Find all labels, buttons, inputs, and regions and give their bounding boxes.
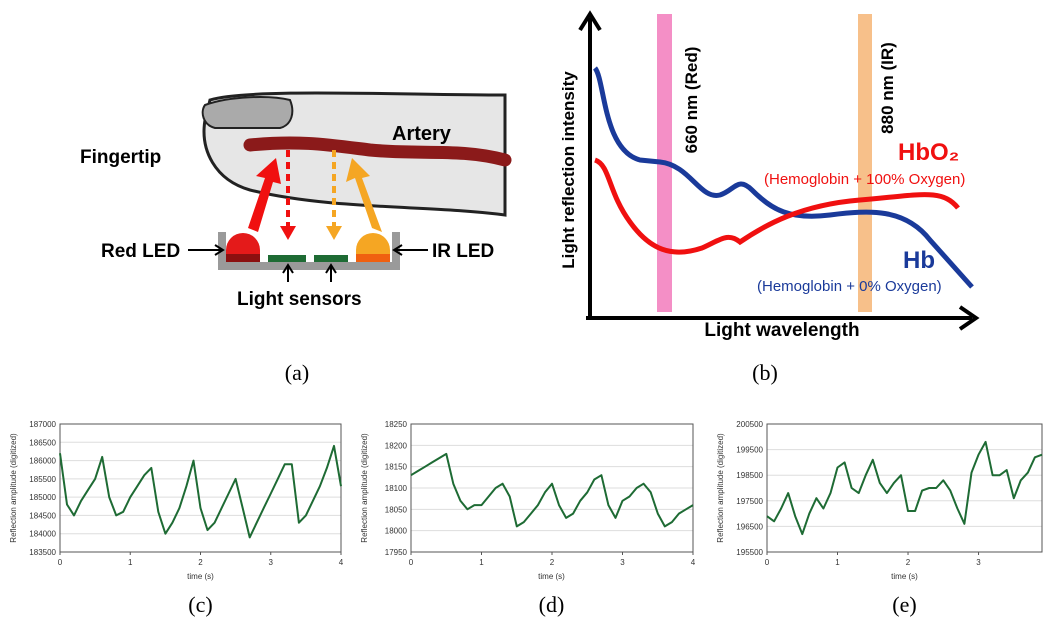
x-tick-label: 4 (691, 558, 696, 567)
x-tick-label: 3 (976, 558, 981, 567)
sensor (314, 255, 348, 262)
axis-label: Light reflection intensity (559, 71, 578, 269)
caption: (e) (892, 592, 916, 617)
caption: (d) (539, 592, 565, 617)
caption: (c) (188, 592, 212, 617)
band-label: 660 nm (Red) (682, 47, 701, 154)
line-series (59, 444, 342, 539)
arrow-ir (346, 158, 382, 232)
hbo2-curve (593, 157, 960, 255)
y-tick-label: 18100 (385, 484, 408, 493)
pointer (325, 263, 337, 282)
y-axis-label: Reflection amplitude (digitized) (716, 433, 725, 543)
x-tick-label: 0 (765, 558, 770, 567)
label: Light sensors (237, 289, 362, 310)
finger-diagram: Fingertip Artery Red LED IR LED Light se… (80, 91, 512, 385)
y-tick-label: 196500 (736, 522, 763, 531)
curve-label: HbO₂ (898, 139, 959, 166)
y-tick-label: 184500 (29, 511, 56, 520)
band-label: 880 nm (IR) (878, 42, 897, 134)
x-axis (586, 305, 980, 331)
arrow-red (248, 158, 281, 232)
y-axis-label: Reflection amplitude (digitized) (360, 433, 369, 543)
y-tick-label: 185500 (29, 475, 56, 484)
y-tick-label: 18200 (385, 441, 408, 450)
x-axis-label: time (s) (538, 572, 565, 581)
ir-led-base (356, 254, 390, 262)
y-tick-label: 198500 (736, 471, 763, 480)
curve-note: (Hemoglobin + 100% Oxygen) (764, 171, 965, 188)
x-axis-label: time (s) (187, 572, 214, 581)
label: Red LED (101, 241, 180, 262)
pointer (282, 263, 294, 282)
y-tick-label: 200500 (736, 420, 763, 429)
sensor (268, 255, 306, 262)
caption: (b) (752, 360, 778, 385)
line-series (410, 452, 694, 528)
y-tick-label: 195500 (736, 548, 763, 557)
y-axis (578, 10, 602, 320)
y-tick-label: 187000 (29, 420, 56, 429)
caption: (a) (285, 360, 309, 385)
label: Artery (392, 123, 452, 145)
x-tick-label: 1 (128, 558, 133, 567)
hb-curve (592, 66, 974, 289)
x-tick-label: 3 (269, 558, 274, 567)
x-tick-label: 2 (550, 558, 555, 567)
arrow-head (280, 226, 296, 240)
plot-frame (410, 423, 694, 553)
y-tick-label: 186000 (29, 457, 56, 466)
band-ir (858, 14, 872, 312)
y-tick-label: 184000 (29, 530, 56, 539)
curve-note: (Hemoglobin + 0% Oxygen) (757, 278, 942, 295)
x-tick-label: 2 (198, 558, 203, 567)
axis-label: Light wavelength (704, 320, 859, 341)
plot-frame (59, 423, 342, 553)
x-tick-label: 0 (58, 558, 63, 567)
artery (243, 136, 512, 167)
y-tick-label: 18250 (385, 420, 408, 429)
label: IR LED (432, 241, 494, 262)
x-tick-label: 3 (620, 558, 625, 567)
line-series (766, 440, 1043, 536)
x-tick-label: 2 (906, 558, 911, 567)
y-axis-label: Reflection amplitude (digitized) (9, 433, 18, 543)
x-tick-label: 1 (835, 558, 840, 567)
x-tick-label: 4 (339, 558, 344, 567)
spectrum-diagram: Light reflection intensity Light wavelen… (559, 10, 980, 385)
y-tick-label: 18000 (385, 527, 408, 536)
pointer (188, 244, 225, 256)
curve-label: Hb (903, 247, 935, 274)
label: Fingertip (80, 147, 161, 168)
y-tick-label: 18050 (385, 505, 408, 514)
y-tick-label: 17950 (385, 548, 408, 557)
pointer (392, 244, 428, 256)
y-tick-label: 197500 (736, 497, 763, 506)
y-tick-label: 199500 (736, 446, 763, 455)
x-tick-label: 1 (479, 558, 484, 567)
nail (201, 96, 294, 129)
x-axis-label: time (s) (891, 572, 918, 581)
y-tick-label: 18150 (385, 463, 408, 472)
y-tick-label: 185000 (29, 493, 56, 502)
red-led-base (226, 254, 260, 262)
y-tick-label: 186500 (29, 438, 56, 447)
plot-frame (766, 423, 1043, 553)
arrow-head (326, 226, 342, 240)
x-tick-label: 0 (409, 558, 414, 567)
y-tick-label: 183500 (29, 548, 56, 557)
